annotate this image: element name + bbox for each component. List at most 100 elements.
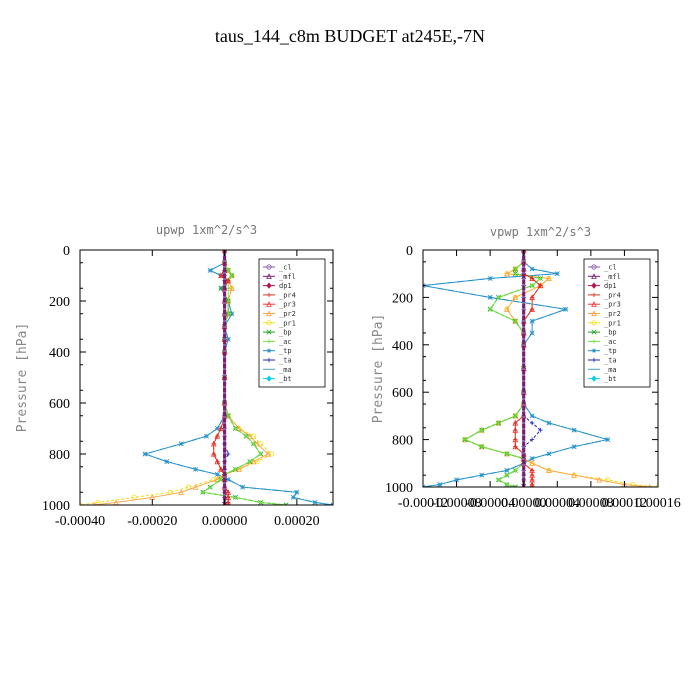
legend-marker [591, 264, 597, 270]
data-point [258, 500, 263, 505]
y-tick-label: 200 [49, 295, 70, 310]
chart-title: upwp 1xm^2/s^3 [156, 223, 257, 237]
data-point [247, 459, 253, 464]
data-point [538, 427, 543, 433]
legend-entry: _bt [279, 375, 292, 383]
legend-entry: _pr1 [279, 319, 296, 327]
legend-marker [591, 273, 597, 279]
legend-entry: _tp [279, 347, 292, 355]
y-tick-label: 1000 [385, 481, 413, 496]
data-point [290, 494, 296, 500]
data-point [513, 468, 518, 473]
legend-entry: _pr2 [604, 310, 621, 318]
data-point [214, 471, 220, 477]
data-point [142, 451, 148, 457]
data-point [496, 477, 501, 483]
x-tick-label: -0.00012 [398, 496, 448, 511]
legend-marker [266, 282, 272, 289]
y-tick-label: 1000 [42, 499, 70, 514]
x-tick-label: -0.00040 [55, 514, 105, 529]
legend-entry: _pr4 [279, 291, 296, 299]
data-point [437, 482, 443, 487]
data-point [207, 484, 213, 490]
y-tick-label: 200 [392, 291, 413, 306]
data-point [496, 295, 501, 300]
data-point [211, 451, 216, 457]
data-point [504, 306, 510, 312]
legend-entry: _ma [279, 366, 292, 374]
legend-marker [266, 339, 272, 344]
data-point [513, 444, 518, 449]
data-point [513, 437, 518, 442]
data-point [225, 502, 231, 505]
data-point [462, 437, 468, 442]
series-line-pr2 [94, 250, 269, 505]
y-tick-label: 0 [63, 244, 70, 259]
data-point [504, 467, 510, 473]
legend-marker [591, 301, 597, 307]
data-point [487, 294, 493, 300]
data-point [479, 472, 485, 478]
data-point [283, 502, 289, 505]
data-point [294, 489, 300, 495]
chart-title: vpwp 1xm^2/s^3 [490, 225, 591, 239]
data-point [571, 427, 577, 433]
data-point [546, 275, 552, 282]
legend-entry: _ta [604, 357, 617, 365]
data-point [529, 307, 535, 312]
data-point [200, 490, 206, 495]
y-axis-label: Pressure [hPa] [15, 323, 30, 433]
series-line-ac [463, 250, 542, 487]
legend-entry: _ma [604, 366, 617, 374]
x-tick-label: -0.00008 [431, 496, 481, 511]
data-point [504, 472, 510, 478]
data-point [546, 467, 552, 474]
series-group [423, 250, 658, 487]
data-point [529, 460, 535, 466]
data-point [178, 489, 185, 495]
legend-entry: _pr3 [604, 301, 621, 309]
plot-frame [422, 249, 659, 488]
data-point [236, 466, 242, 472]
data-point [512, 484, 518, 487]
legend-marker [591, 320, 597, 326]
x-tick-label: 0.00000 [202, 514, 248, 529]
data-point [454, 477, 460, 483]
data-point [423, 283, 426, 289]
legend-marker [266, 357, 272, 363]
series-line-pr4 [514, 250, 542, 487]
data-point [513, 484, 518, 487]
legend-marker [591, 329, 597, 335]
data-point [529, 295, 535, 300]
data-point [215, 459, 220, 464]
data-point [496, 420, 501, 426]
data-point [605, 477, 611, 483]
data-point [479, 427, 484, 433]
data-point [563, 306, 569, 312]
x-tick-label: 0.00008 [568, 496, 614, 511]
legend-entry: _pr1 [604, 319, 621, 327]
y-tick-label: 800 [49, 448, 70, 463]
data-point [546, 420, 552, 426]
data-point [571, 472, 577, 478]
data-point [228, 285, 235, 291]
legend-entry: _pr2 [279, 310, 296, 318]
data-point [504, 451, 510, 457]
data-point [529, 413, 535, 419]
legend-entry: _pr4 [604, 291, 621, 299]
legend-marker [591, 375, 597, 382]
y-tick-label: 800 [392, 434, 413, 449]
x-tick-label: -0.00004 [465, 496, 515, 511]
legend-entry: _cl [279, 264, 292, 272]
legend-box [583, 258, 651, 388]
y-tick-label: 400 [49, 346, 70, 361]
legend-entry: _ac [604, 338, 617, 346]
legend-entry: _tp [604, 347, 617, 355]
data-point [513, 427, 518, 433]
data-point [546, 451, 552, 457]
data-point [529, 472, 535, 478]
data-point [529, 283, 535, 288]
legend-marker [266, 292, 272, 298]
data-point [330, 502, 333, 505]
data-point [251, 441, 256, 446]
